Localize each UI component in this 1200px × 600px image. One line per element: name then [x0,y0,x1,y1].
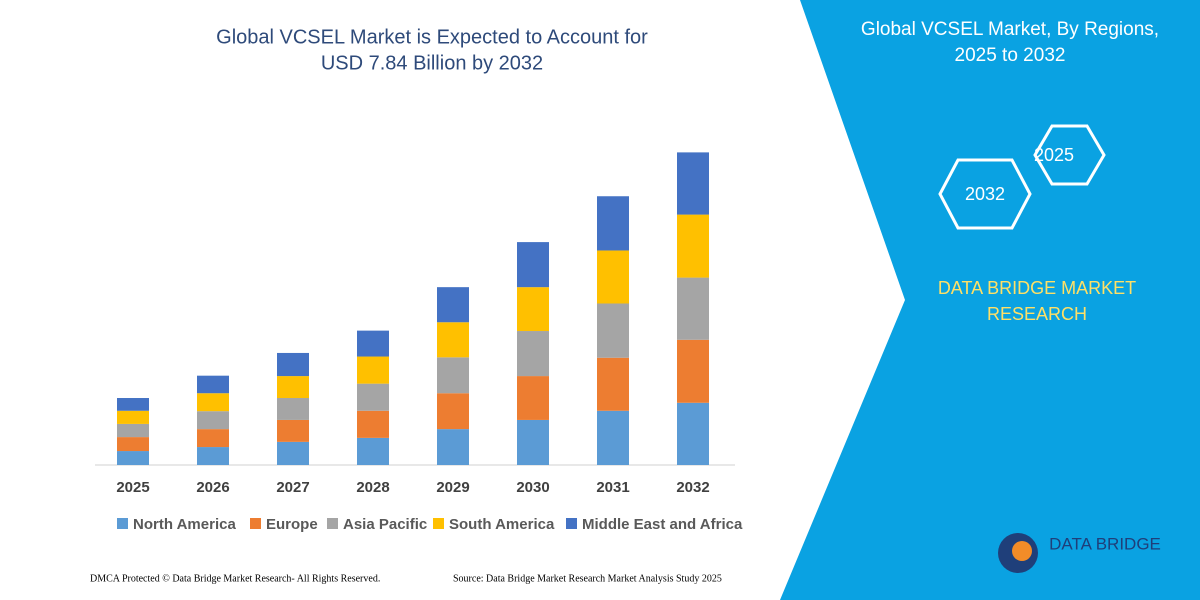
legend-label: South America [449,516,555,533]
bar-segment [277,376,309,399]
bar-segment [677,152,709,215]
x-tick-label: 2028 [356,479,389,496]
logo-text: DATA BRIDGE [1049,534,1161,553]
x-tick-label: 2029 [436,479,469,496]
bar-segment [357,356,389,384]
hexagon [1033,124,1106,186]
bar-segment [357,410,389,438]
bar-segment [517,287,549,332]
bar-segment [357,330,389,357]
bar-segment [517,419,549,465]
logo-mark [1012,541,1032,561]
bar-segment [117,423,149,438]
x-tick-label: 2025 [116,479,149,496]
bar-segment [117,451,149,465]
hexagon [938,158,1032,230]
brand-text: RESEARCH [987,304,1087,324]
legend-swatch [250,518,261,529]
footer-text: DMCA Protected © Data Bridge Market Rese… [90,573,380,584]
bar-segment [597,196,629,251]
legend-label: North America [133,516,236,533]
bar-segment [437,393,469,430]
bar-segment [677,339,709,403]
bar-segment [437,287,469,323]
legend-swatch [117,518,128,529]
panel-title: Global VCSEL Market, By Regions, [861,19,1159,40]
bar-segment [277,398,309,420]
bar-segment [517,376,549,420]
x-tick-label: 2027 [276,479,309,496]
x-tick-label: 2032 [676,479,709,496]
bar-segment [597,357,629,411]
legend-label: Europe [266,516,318,533]
bar-segment [597,303,629,358]
bar-segment [197,375,229,394]
legend-swatch [566,518,577,529]
bar-segment [437,322,469,358]
bar-segment [517,331,549,377]
bar-segment [117,410,149,424]
bar-segment [677,277,709,340]
chart-title: USD 7.84 Billion by 2032 [321,52,543,74]
legend-label: Asia Pacific [343,516,427,533]
bar-segment [517,242,549,288]
hexagon-label: 2032 [965,184,1005,204]
bar-segment [277,352,309,377]
x-tick-label: 2026 [196,479,229,496]
bar-segment [357,383,389,411]
bar-segment [197,447,229,465]
panel-title: 2025 to 2032 [955,45,1066,66]
hexagon-label: 2025 [1034,145,1074,165]
bar-segment [277,441,309,465]
bar-segment [677,214,709,278]
bar-segment [197,411,229,430]
footer-text: Source: Data Bridge Market Research Mark… [453,573,722,584]
x-tick-label: 2030 [516,479,549,496]
x-tick-label: 2031 [596,479,629,496]
bar-segment [437,429,469,465]
bar-segment [597,410,629,465]
bar-segment [677,402,709,465]
chart-title: Global VCSEL Market is Expected to Accou… [216,26,648,48]
legend-label: Middle East and Africa [582,516,743,533]
legend-swatch [433,518,444,529]
bar-segment [357,437,389,465]
side-panel [780,0,1200,600]
bar-segment [197,393,229,412]
bar-segment [117,437,149,452]
bar-segment [117,398,149,411]
legend-swatch [327,518,338,529]
bar-segment [437,357,469,394]
bar-segment [277,419,309,442]
bar-segment [597,250,629,304]
brand-text: DATA BRIDGE MARKET [938,278,1136,298]
bar-segment [197,429,229,448]
